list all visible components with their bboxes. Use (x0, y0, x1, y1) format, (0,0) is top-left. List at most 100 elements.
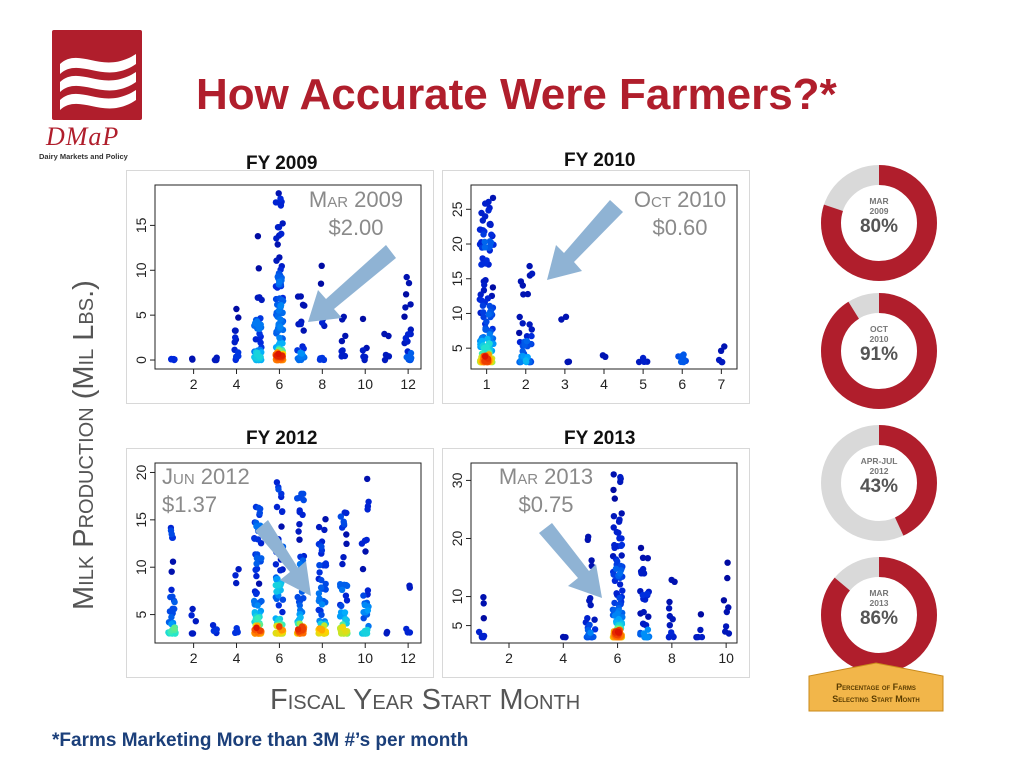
scatter-point (482, 200, 489, 207)
scatter-point (322, 516, 329, 523)
scatter-point (168, 355, 175, 363)
scatter-point (615, 518, 623, 525)
scatter-point (618, 535, 625, 542)
scatter-point (278, 230, 285, 237)
scatter-point (233, 625, 240, 632)
scatter-point (296, 560, 304, 568)
plot-frame (154, 462, 422, 644)
annotation-month: Mar 2009 (308, 187, 404, 212)
legend-label-line2: Selecting Start Month (832, 694, 920, 704)
scatter-point (359, 565, 367, 573)
scatter-point (253, 560, 260, 567)
scatter-plot: 2 4 6 8 10 12 5 10 15 20 (133, 462, 422, 666)
scatter-point (481, 238, 488, 246)
scatter-point (315, 606, 322, 614)
scatter-point (318, 611, 325, 618)
scatter-point (485, 311, 492, 318)
scatter-point (277, 302, 285, 309)
scatter-point (641, 358, 648, 365)
scatter-point (489, 284, 497, 291)
logo-wave-icon (60, 54, 136, 110)
donut-ring (821, 165, 937, 281)
scatter-point (725, 630, 733, 637)
y-tick-label: 5 (449, 344, 465, 352)
scatter-point (254, 233, 262, 240)
scatter-point (528, 332, 535, 340)
scatter-point (618, 510, 625, 517)
scatter-point (340, 554, 347, 561)
scatter-point (361, 353, 369, 361)
scatter-point (343, 540, 350, 547)
scatter-point (192, 618, 199, 625)
scatter-point (519, 320, 526, 327)
scatter-point (641, 632, 649, 639)
scatter-point (480, 615, 487, 622)
scatter-point (189, 605, 196, 613)
scatter-plot: 1 2 3 4 5 6 7 5 10 15 20 25 (449, 184, 738, 392)
scatter-point (678, 354, 685, 361)
annotation-price: $2.00 (328, 215, 384, 240)
scatter-point (486, 243, 494, 250)
scatter-point (341, 352, 349, 360)
scatter-point (528, 270, 536, 277)
scatter-point (587, 595, 594, 602)
scatter-point (277, 323, 284, 331)
scatter-point (523, 333, 531, 340)
scatter-point (298, 350, 306, 357)
chart-panel-fy2012: 2 4 6 8 10 12 5 10 15 20 (126, 448, 434, 678)
scatter-point (668, 629, 675, 636)
scatter-point (640, 608, 647, 616)
x-axis-label: Fiscal Year Start Month (270, 684, 581, 716)
scatter-point (188, 630, 196, 637)
scatter-point (252, 336, 259, 343)
x-tick-label: 12 (400, 650, 416, 666)
scatter-point (209, 622, 217, 629)
scatter-point (322, 580, 329, 588)
donut-share (821, 425, 937, 541)
scatter-point (589, 573, 596, 581)
scatter-point (255, 580, 263, 587)
plot-frame (154, 184, 422, 370)
scatter-point (254, 320, 261, 328)
scatter-point (480, 344, 488, 352)
donut-share (821, 557, 937, 673)
scatter-point (275, 602, 282, 609)
chart-title-fy2010: FY 2010 (564, 150, 636, 171)
scatter-point (617, 542, 625, 549)
scatter-point (610, 486, 617, 494)
scatter-point (406, 584, 413, 591)
scatter-point (528, 326, 535, 333)
scatter-point (360, 592, 367, 599)
scatter-point (610, 524, 617, 531)
scatter-point (342, 332, 349, 340)
scatter-point (232, 327, 239, 334)
donut-percent: 43% (859, 476, 899, 497)
scatter-point (231, 339, 238, 346)
scatter-point (558, 316, 565, 323)
donut-ring (821, 293, 937, 409)
scatter-point (482, 260, 489, 267)
scatter-point (252, 590, 260, 597)
x-tick-label: 4 (600, 376, 608, 392)
scatter-point (294, 626, 302, 633)
scatter-point (275, 486, 282, 493)
scatter-point (617, 473, 624, 481)
annotation-price: $0.75 (518, 492, 574, 517)
annotation-fy2010: Oct 2010 $0.60 (620, 186, 740, 242)
scatter-point (587, 629, 594, 636)
scatter-point (315, 523, 323, 531)
scatter-point (296, 536, 303, 543)
scatter-point (276, 278, 283, 285)
scatter-point (671, 578, 678, 585)
scatter-point (586, 621, 593, 629)
scatter-point (297, 320, 304, 328)
scatter-point (611, 495, 618, 502)
scatter-point (273, 257, 280, 264)
scatter-point (316, 562, 323, 569)
legend-callout: Percentage of Farms Selecting Start Mont… (808, 681, 944, 705)
scatter-point (402, 291, 410, 298)
scatter-point (516, 313, 523, 321)
scatter-point (277, 556, 285, 563)
scatter-point (296, 521, 303, 528)
scatter-point (613, 528, 620, 536)
